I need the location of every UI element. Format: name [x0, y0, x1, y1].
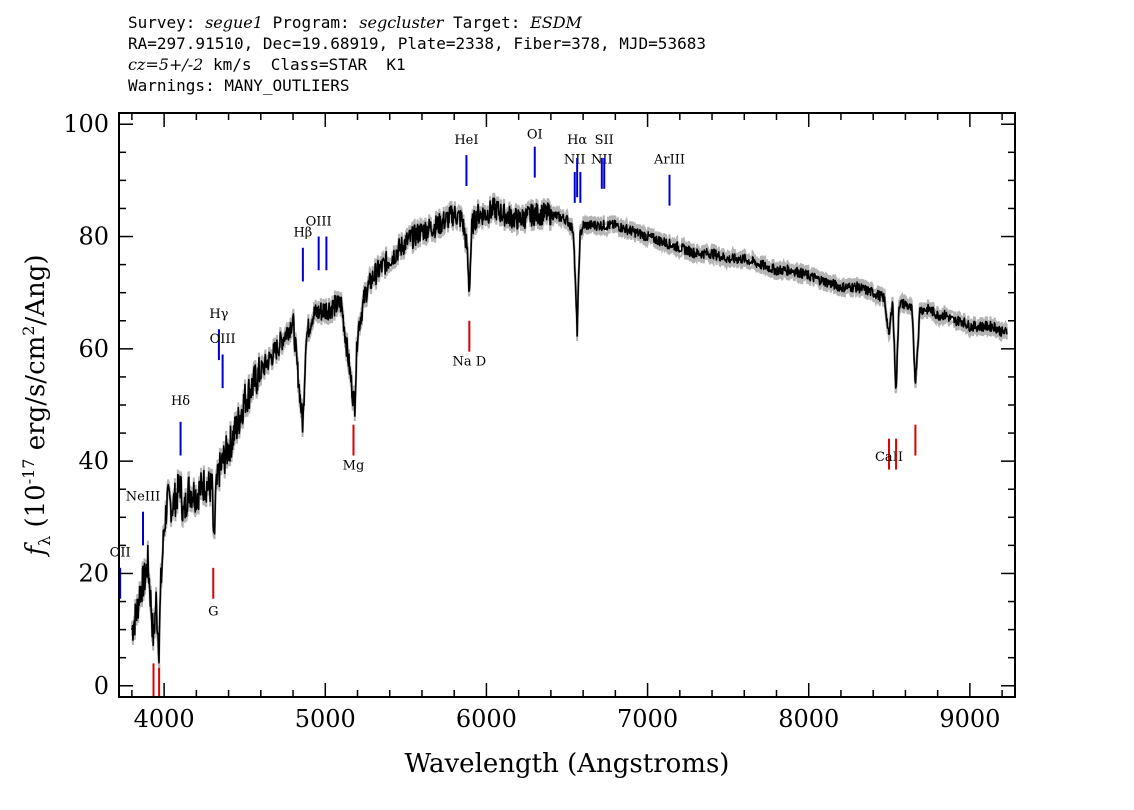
absorption-line-label: Mg: [343, 459, 365, 474]
y-axis-title-part: /Ang): [21, 254, 51, 325]
survey-line: Survey: segue1 Program: segcluster Targe…: [128, 12, 706, 33]
coordinates-line: RA=297.91510, Dec=19.68919, Plate=2338, …: [128, 34, 706, 53]
emission-line-label: ArIII: [653, 153, 685, 168]
x-tick-label: 6000: [456, 705, 517, 733]
y-tick-label: 80: [78, 223, 109, 251]
warnings-line: Warnings: MANY_OUTLIERS: [128, 76, 350, 95]
spectrum-plot: [130, 192, 1008, 668]
emission-line-label: HeI: [454, 133, 478, 148]
program-value: segcluster: [359, 13, 444, 32]
y-tick-label: 60: [78, 335, 109, 363]
y-tick-label: 20: [78, 559, 109, 587]
axis-ticks: [119, 113, 1015, 697]
target-value: ESDM: [530, 13, 582, 32]
program-label: Program:: [272, 13, 350, 32]
y-axis-title-part: -17: [19, 459, 38, 485]
y-axis-title-part: erg/s/cm: [21, 336, 51, 459]
x-tick-label: 7000: [617, 705, 678, 733]
y-tick-label: 0: [94, 672, 109, 700]
spectrum-line: [131, 197, 1008, 664]
emission-line-label: OIII: [210, 332, 236, 347]
emission-line-label: NII: [591, 153, 613, 168]
redshift-value: cz=5+/-2: [128, 55, 204, 74]
spectrum-header: Survey: segue1 Program: segcluster Targe…: [128, 12, 706, 96]
emission-line-label: Hα: [567, 133, 587, 148]
redshift-class-line: cz=5+/-2 km/s Class=STAR K1: [128, 54, 706, 75]
emission-line-label: OI: [527, 127, 543, 142]
emission-line-label: Hδ: [171, 394, 190, 409]
spectrum-error-upper: [130, 192, 1008, 658]
emission-line-label: OII: [110, 546, 131, 561]
emission-line-label: Hγ: [209, 307, 228, 322]
x-tick-label: 4000: [134, 705, 195, 733]
absorption-line-label: CaII: [875, 450, 903, 465]
x-tick-label: 8000: [778, 705, 839, 733]
y-tick-label: 100: [63, 110, 109, 138]
x-tick-label: 5000: [295, 705, 356, 733]
emission-line-label: NII: [564, 153, 586, 168]
survey-value: segue1: [205, 13, 263, 32]
emission-line-label: OIII: [306, 214, 332, 229]
spectrum-error-lower: [130, 202, 1008, 668]
y-axis-title-part: (10: [21, 484, 51, 536]
target-label: Target:: [453, 13, 521, 32]
survey-label: Survey:: [128, 13, 196, 32]
plot-frame: [118, 112, 1016, 698]
axis-tick-labels: 4000 5000 6000 7000 8000 9000 0 20 40 60 80 100: [63, 110, 1000, 733]
y-axis-title-part: 2: [19, 326, 38, 336]
y-axis-title-part: λ: [35, 536, 54, 546]
y-tick-label: 40: [78, 447, 109, 475]
y-axis-title: fλ (10-17 erg/s/cm2/Ang): [19, 254, 54, 557]
x-axis-title: Wavelength (Angstroms): [405, 749, 730, 779]
x-tick-label: 9000: [939, 705, 1000, 733]
emission-line-label: SII: [595, 133, 614, 148]
class-value: km/s Class=STAR K1: [203, 55, 406, 74]
absorption-line-label: Na D: [452, 355, 486, 370]
absorption-line-label: G: [208, 605, 218, 620]
emission-line-label: Hβ: [293, 226, 312, 241]
emission-line-label: NeIII: [126, 489, 160, 504]
